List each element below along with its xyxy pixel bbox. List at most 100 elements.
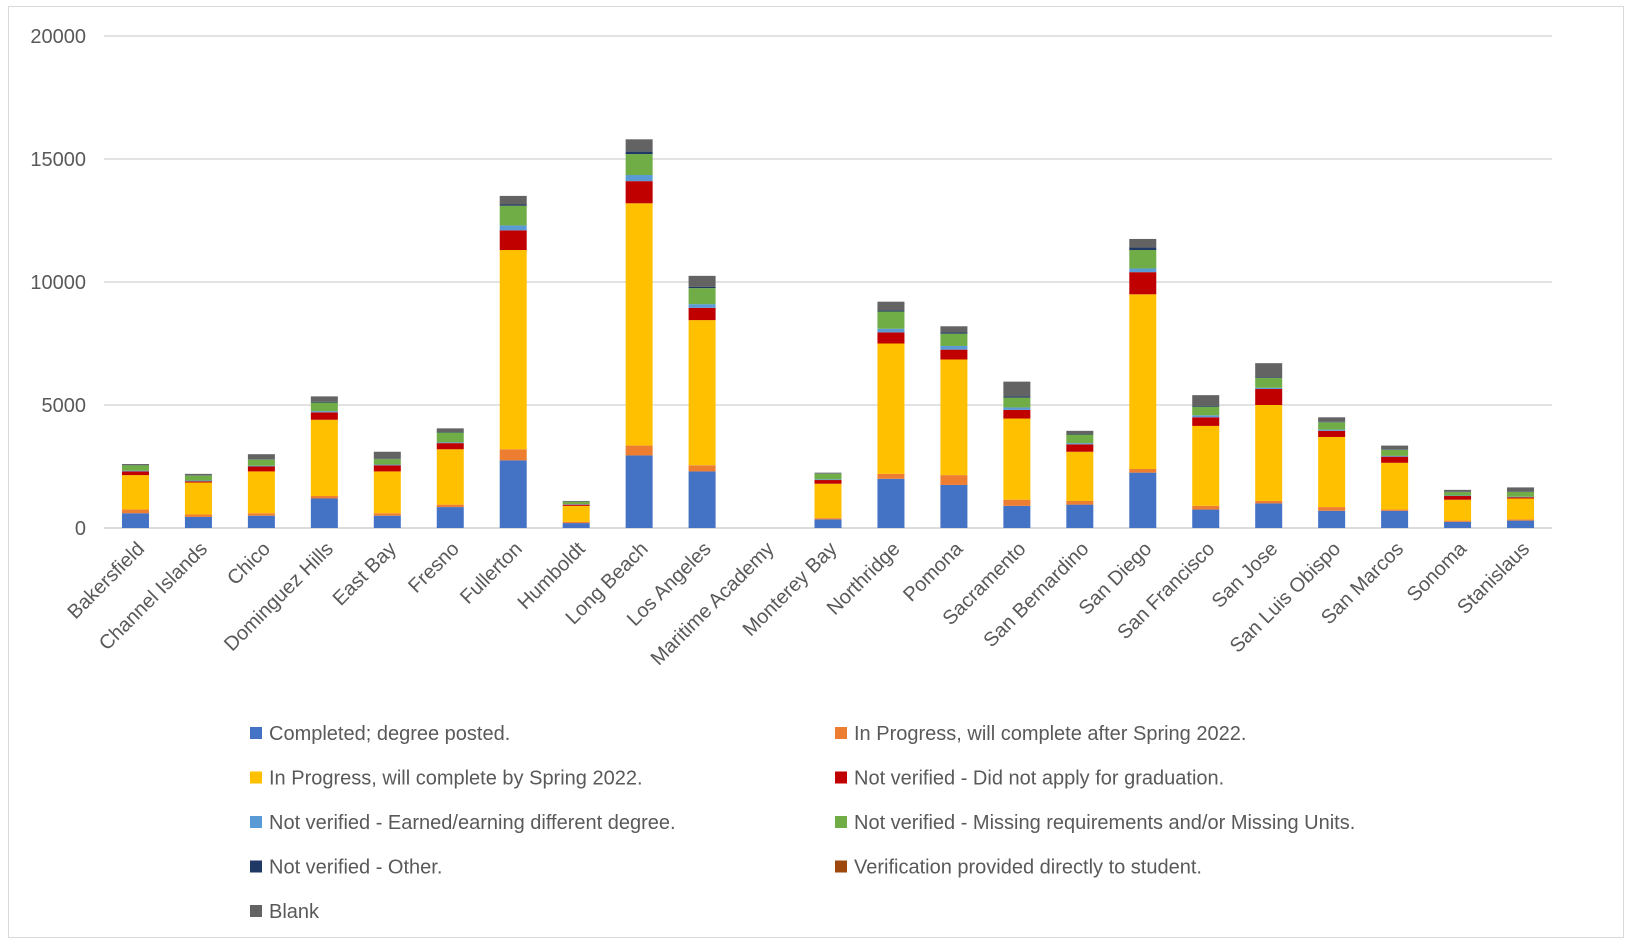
legend-swatch xyxy=(250,905,262,917)
bar-segment xyxy=(814,519,842,528)
bar-segment xyxy=(877,343,905,474)
legend-label: In Progress, will complete after Spring … xyxy=(854,723,1246,745)
bar-segment xyxy=(436,442,464,444)
bar-segment xyxy=(562,504,590,506)
bar-segment xyxy=(562,501,590,505)
bar-segment xyxy=(1444,492,1472,496)
bar-segment xyxy=(1129,247,1157,251)
bar-segment xyxy=(247,471,275,514)
bar-segment xyxy=(499,205,527,226)
bar-segment xyxy=(625,151,653,155)
bar-segment xyxy=(1381,462,1409,510)
bar-segment xyxy=(1066,500,1094,505)
bar-segment xyxy=(373,471,401,514)
bar-segment xyxy=(1318,430,1346,437)
bar-segment xyxy=(499,230,527,251)
bar-segment xyxy=(373,451,401,459)
bar-segment xyxy=(1192,395,1220,406)
bar-segment xyxy=(688,275,716,287)
bar-segment xyxy=(184,514,212,517)
bar-segment xyxy=(373,459,401,465)
chart-area xyxy=(8,6,1624,938)
bar-segment xyxy=(625,139,653,152)
bar-segment xyxy=(1318,436,1346,508)
bar-segment xyxy=(436,443,464,450)
bar-segment xyxy=(1507,498,1535,520)
legend-label: Not verified - Missing requirements and/… xyxy=(854,812,1355,834)
bar-segment xyxy=(1066,504,1094,528)
bar-segment xyxy=(499,460,527,528)
bar-segment xyxy=(1507,519,1535,521)
bar-segment xyxy=(814,479,842,481)
bar-segment xyxy=(1381,455,1409,457)
bar-segment xyxy=(625,445,653,456)
bar-segment xyxy=(625,455,653,528)
legend-label: Blank xyxy=(269,901,320,923)
bar-segment xyxy=(1444,499,1472,521)
bar-segment xyxy=(1255,405,1283,501)
bar-segment xyxy=(247,466,275,472)
legend-swatch xyxy=(250,771,262,784)
bar-segment xyxy=(877,473,905,479)
bar-segment xyxy=(1255,503,1283,528)
bar-segment xyxy=(814,518,842,520)
bar-segment xyxy=(373,465,401,472)
bar-segment xyxy=(625,174,653,182)
bar-segment xyxy=(1129,472,1157,528)
bar-segment xyxy=(1444,489,1472,492)
y-tick-label: 0 xyxy=(75,518,86,540)
bar-segment xyxy=(1381,456,1409,463)
bar-segment xyxy=(1318,510,1346,528)
bar-segment xyxy=(1003,418,1031,500)
bar-segment xyxy=(436,432,464,443)
bar-segment xyxy=(499,195,527,205)
y-tick-label: 15000 xyxy=(30,149,86,171)
bar-segment xyxy=(1066,444,1094,452)
bar-segment xyxy=(940,326,968,333)
legend-swatch xyxy=(835,727,847,739)
legend-swatch xyxy=(250,816,262,828)
bar-segment xyxy=(940,332,968,334)
bar-segment xyxy=(1129,294,1157,469)
y-axis-tick-labels: 0 5000 10000 15000 20000 xyxy=(30,26,86,540)
bar-segment xyxy=(1129,268,1157,273)
legend-label: Completed; degree posted. xyxy=(269,723,510,745)
bar-segment xyxy=(688,465,716,472)
bar-segment xyxy=(1066,451,1094,501)
bar-segment xyxy=(1129,238,1157,248)
bar-segment xyxy=(1192,405,1220,407)
gridlines xyxy=(104,35,1552,529)
bar-segment xyxy=(1192,415,1220,418)
x-tick-label: San Luis Obispo xyxy=(1226,538,1345,657)
bar-segment xyxy=(1192,505,1220,510)
bar-segment xyxy=(1444,496,1472,500)
bar-segment xyxy=(625,203,653,446)
bar-segment xyxy=(814,480,842,484)
bar-segment xyxy=(1507,491,1535,497)
bar-segment xyxy=(940,359,968,476)
legend-label: Verification provided directly to studen… xyxy=(854,857,1202,879)
bar-segment xyxy=(1003,381,1031,397)
bar-segment xyxy=(562,505,590,522)
bar-segment xyxy=(247,513,275,516)
bar-segment xyxy=(1192,509,1220,528)
bar-segment xyxy=(121,475,149,510)
legend-swatch xyxy=(835,771,847,784)
bar-segment xyxy=(1255,387,1283,390)
bar-segment xyxy=(310,496,338,499)
bar-segment xyxy=(688,304,716,308)
bar-segment xyxy=(1129,250,1157,269)
bar-segment xyxy=(436,507,464,528)
bar-segment xyxy=(1255,363,1283,378)
legend-label: In Progress, will complete by Spring 202… xyxy=(269,768,643,790)
bar-segment xyxy=(373,515,401,528)
x-tick-label: Dominguez Hills xyxy=(220,538,338,656)
bar-segment xyxy=(1066,434,1094,444)
bar-segment xyxy=(688,320,716,466)
x-tick-label: East Bay xyxy=(329,538,401,610)
bar-segment xyxy=(247,465,275,467)
y-tick-label: 5000 xyxy=(42,395,87,417)
bar-segment xyxy=(184,475,212,481)
bar-segment xyxy=(247,515,275,528)
